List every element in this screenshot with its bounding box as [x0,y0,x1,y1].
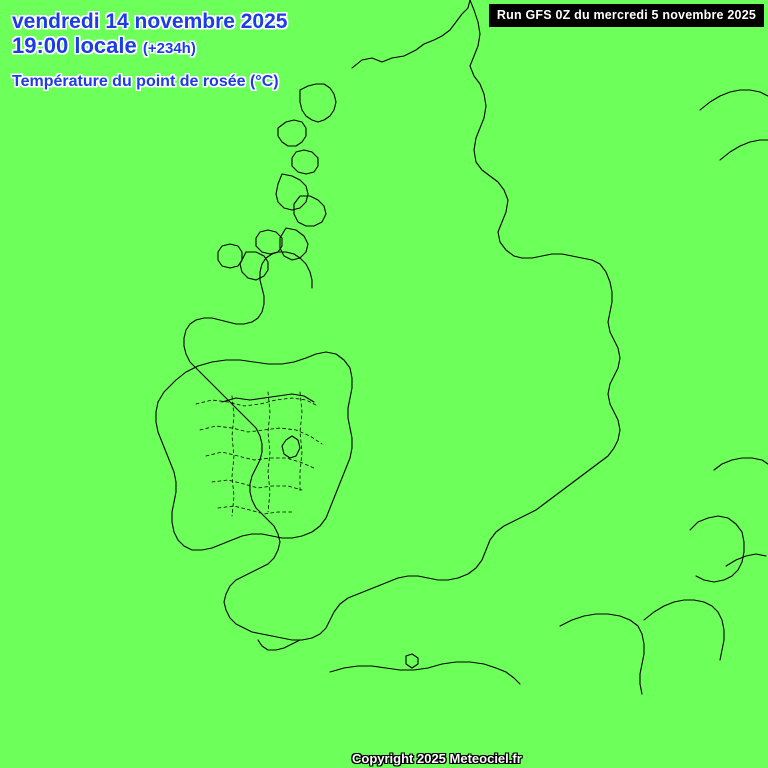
copyright-notice: Copyright 2025 Meteociel.fr [352,751,522,766]
parameter-label: Température du point de rosée (°C) [12,73,279,90]
model-run-banner: Run GFS 0Z du mercredi 5 novembre 2025 [488,4,764,27]
color-scale-bar[interactable] [40,721,728,743]
forecast-lead-time: (+234h) [142,40,196,57]
forecast-date-label: vendredi 14 novembre 2025 [12,10,288,33]
forecast-map[interactable] [0,0,768,700]
forecast-time-value: 19:00 locale [12,33,137,58]
dewpoint-value-grid [0,0,768,700]
forecast-time-label: 19:00 locale (+234h) [12,33,196,59]
coastline-overlay [155,0,768,695]
